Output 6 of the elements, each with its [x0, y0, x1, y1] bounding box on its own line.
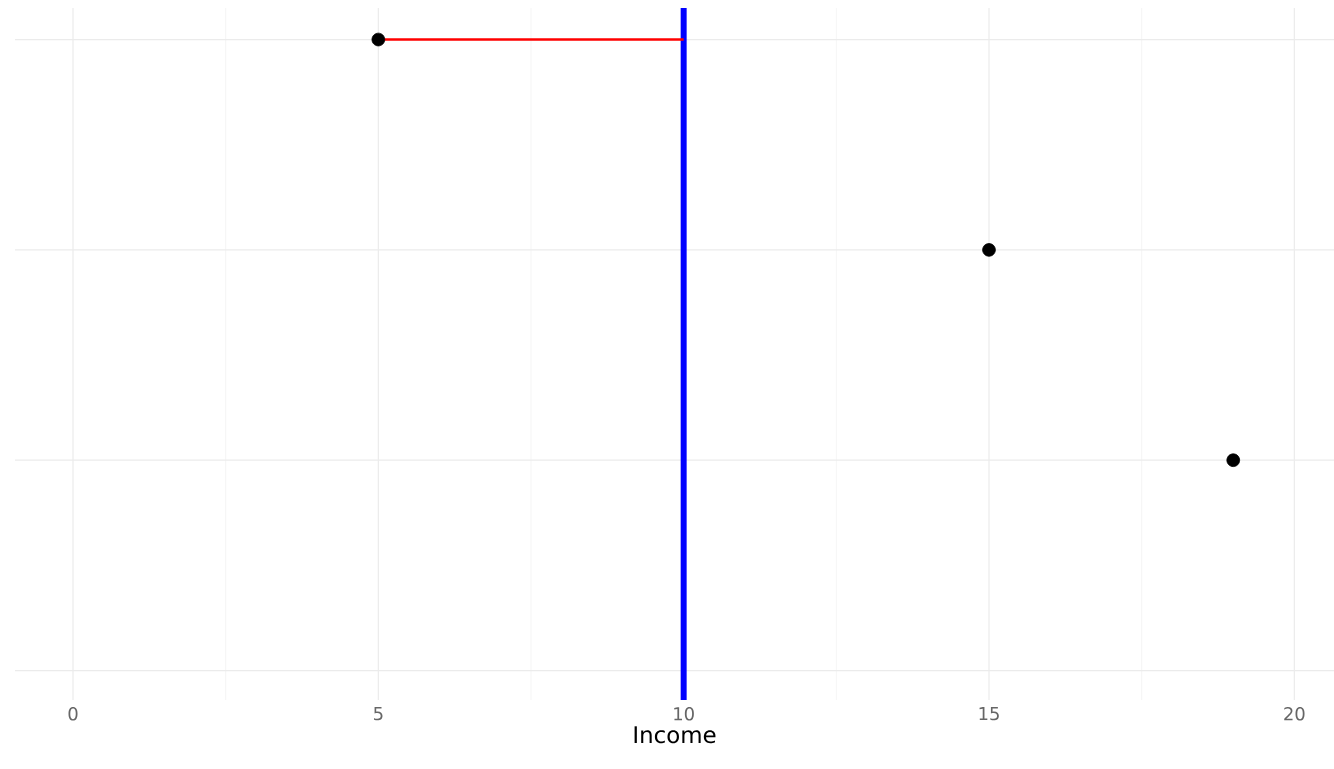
- x-tick-label: 10: [674, 707, 694, 721]
- x-axis-title: Income: [634, 726, 716, 744]
- x-tick-label: 0: [68, 707, 78, 721]
- x-tick-label: 5: [374, 707, 383, 721]
- x-tick-label: 20: [1284, 707, 1305, 721]
- x-tick-label: 15: [979, 707, 999, 721]
